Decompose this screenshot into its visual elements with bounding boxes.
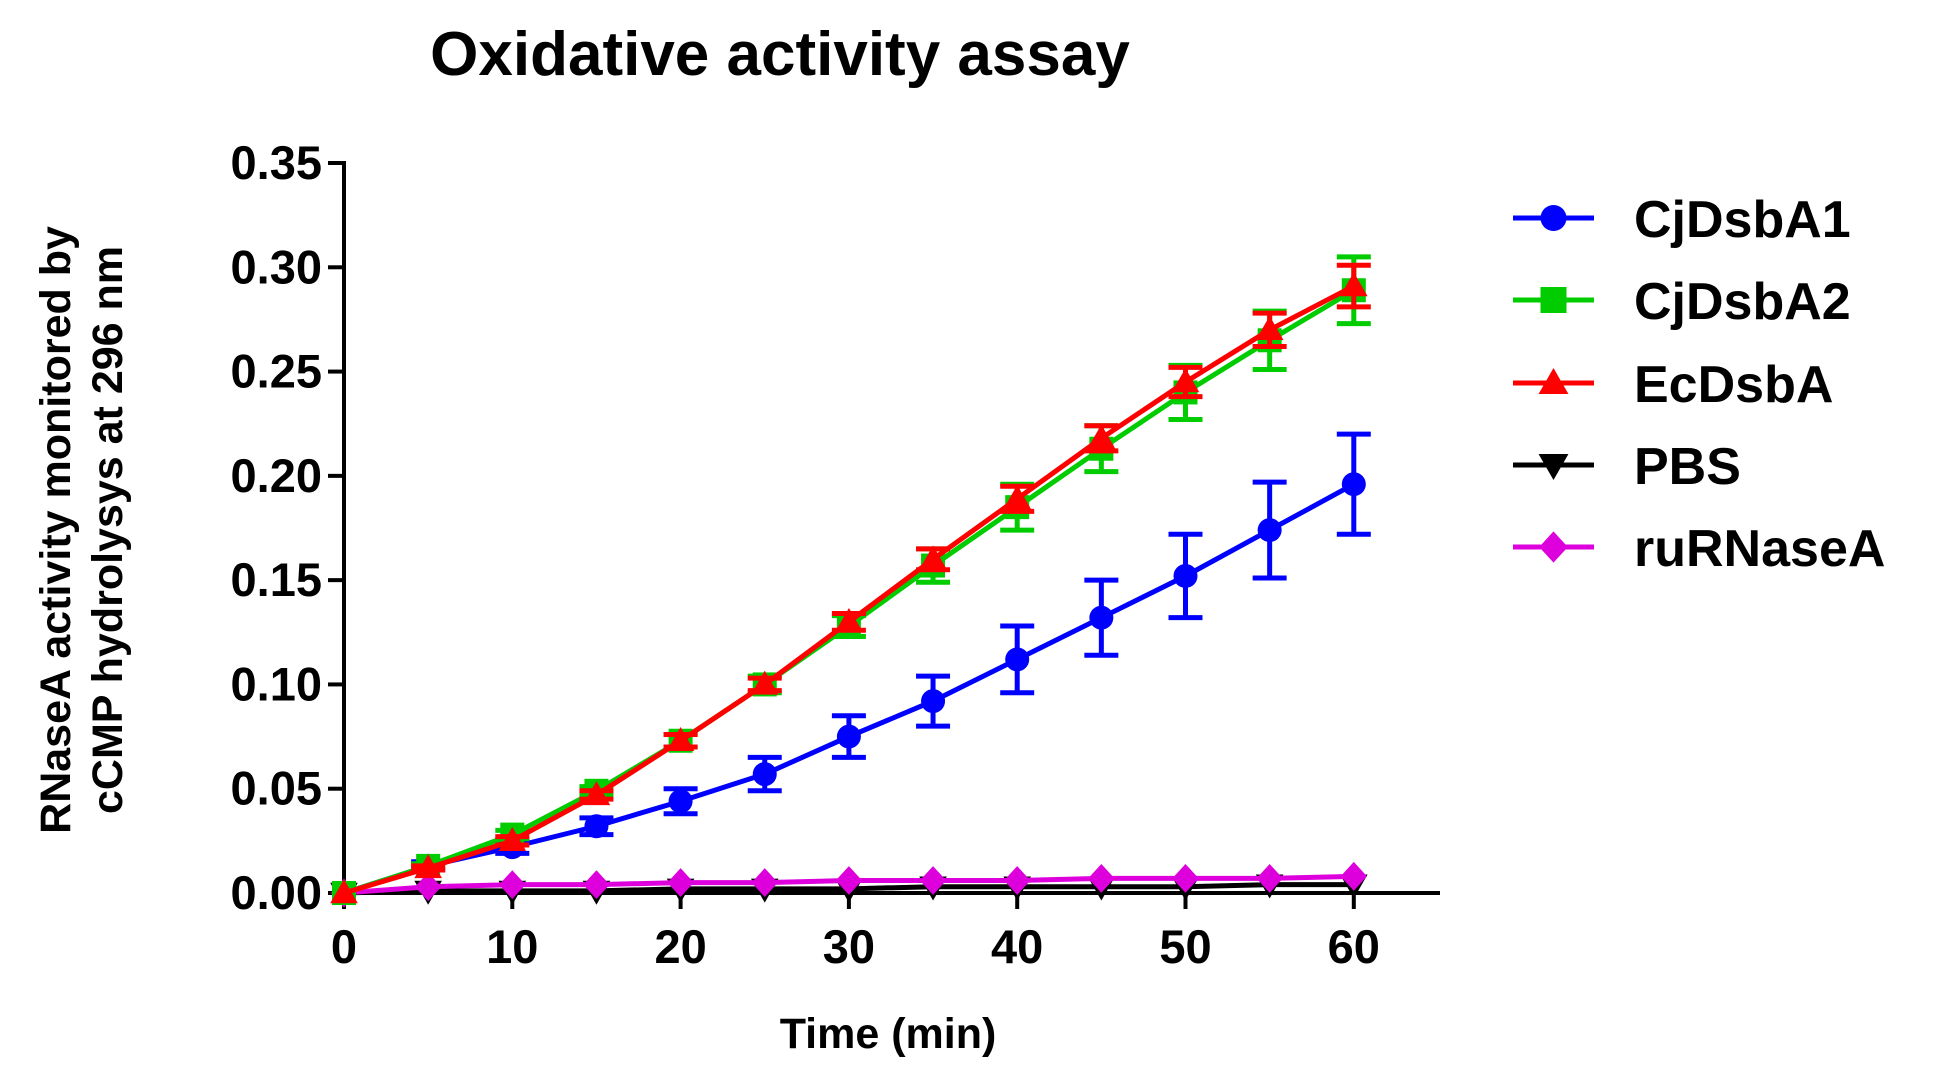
data-point-ecdsba [498, 827, 527, 852]
data-point-ecdsba [1255, 316, 1284, 341]
data-point-ecdsba [1171, 368, 1200, 393]
data-point-rurnasea [1004, 866, 1031, 895]
data-point-rurnasea [414, 872, 442, 902]
data-point-rurnasea [835, 866, 863, 895]
x-tick-label: 0 [331, 920, 357, 973]
data-point-rurnasea [1256, 864, 1283, 893]
legend-marker-pbs [1538, 453, 1569, 480]
data-point-ecdsba [1003, 485, 1031, 509]
legend-item-cjdsba2: CjDsbA2 [1513, 273, 1851, 331]
data-point-cjdsba1 [1089, 605, 1114, 630]
axes-layer: 0.00 0.05 0.10 0.15 0.20 0.25 0.30 0.35 0 10 20 30 4… [231, 136, 1440, 973]
data-point-cjdsba1 [921, 689, 946, 714]
data-point-ecdsba [1340, 272, 1368, 297]
x-axis-label: Time (min) [780, 1010, 997, 1058]
data-point-ecdsba [835, 608, 863, 633]
legend-marker-cjdsba1 [1540, 205, 1567, 231]
data-point-rurnasea [583, 870, 610, 900]
legend-label-ecdsba: EcDsbA [1634, 356, 1833, 414]
y-tick-label: 0.20 [231, 449, 322, 502]
series-ecdsba [330, 262, 1371, 904]
y-tick-label: 0.25 [231, 345, 322, 398]
series-cjdsba1 [332, 431, 1371, 905]
series-line-cjdsba2 [343, 288, 1356, 896]
series-cjdsba2 [332, 254, 1371, 905]
data-point-ecdsba [1087, 424, 1116, 449]
data-point-ecdsba [919, 545, 947, 570]
y-tick-label: 0.35 [231, 136, 322, 189]
legend-label-cjdsba1: CjDsbA1 [1634, 191, 1851, 249]
y-tick-label: 0.05 [231, 762, 322, 815]
x-tick-label: 60 [1328, 920, 1380, 973]
data-point-ecdsba [582, 781, 611, 806]
chart-title: Oxidative activity assay [430, 20, 1130, 89]
legend-marker-ecdsba [1538, 368, 1569, 395]
x-tick-label: 10 [486, 920, 538, 973]
data-point-cjdsba1 [668, 789, 693, 814]
legend: CjDsbA1 CjDsbA2 EcDsbA PBS ruRNaseA [1513, 191, 1885, 578]
y-axis-label: RNaseA activity monitored by cCMP hydrol… [32, 226, 132, 834]
x-tick-label: 30 [823, 920, 875, 973]
x-tick-label: 20 [654, 920, 706, 973]
data-point-rurnasea [1340, 861, 1367, 891]
legend-label-rurnasea: ruRNaseA [1634, 520, 1885, 578]
data-point-ecdsba [750, 670, 779, 695]
series-layer [330, 254, 1371, 908]
data-point-rurnasea [1172, 864, 1199, 893]
y-axis-label-line-1: RNaseA activity monitored by [32, 226, 80, 834]
y-axis-label-line-2: cCMP hydrolysys at 296 nm [84, 246, 132, 814]
data-point-cjdsba1 [836, 724, 861, 749]
data-point-cjdsba1 [752, 762, 777, 787]
data-point-cjdsba1 [1257, 518, 1282, 543]
series-line-ecdsba [343, 283, 1355, 896]
data-point-ecdsba [666, 726, 695, 751]
legend-label-cjdsba2: CjDsbA2 [1634, 273, 1851, 331]
data-point-cjdsba1 [1341, 472, 1366, 497]
legend-item-ecdsba: EcDsbA [1513, 356, 1833, 414]
y-tick-label: 0.10 [231, 657, 322, 710]
x-tick-label: 40 [991, 920, 1043, 973]
legend-item-rurnasea: ruRNaseA [1513, 520, 1885, 578]
y-tick-label: 0.30 [231, 240, 322, 293]
y-tick-label: 0.15 [231, 553, 322, 606]
data-point-cjdsba1 [584, 814, 609, 839]
data-point-rurnasea [667, 868, 694, 897]
data-point-rurnasea [1088, 864, 1115, 893]
legend-label-pbs: PBS [1634, 438, 1741, 496]
data-point-rurnasea [751, 868, 778, 897]
legend-marker-rurnasea [1539, 531, 1568, 563]
data-point-cjdsba1 [1173, 563, 1198, 588]
data-point-rurnasea [499, 870, 526, 900]
data-point-ecdsba [330, 879, 358, 904]
legend-marker-cjdsba2 [1540, 287, 1567, 313]
legend-item-pbs: PBS [1513, 438, 1741, 496]
x-tick-label: 50 [1159, 920, 1211, 973]
data-point-rurnasea [919, 866, 947, 895]
legend-item-cjdsba1: CjDsbA1 [1513, 191, 1851, 249]
data-point-ecdsba [414, 854, 442, 879]
data-point-cjdsba1 [1005, 647, 1030, 672]
y-tick-label: 0.00 [231, 866, 322, 919]
